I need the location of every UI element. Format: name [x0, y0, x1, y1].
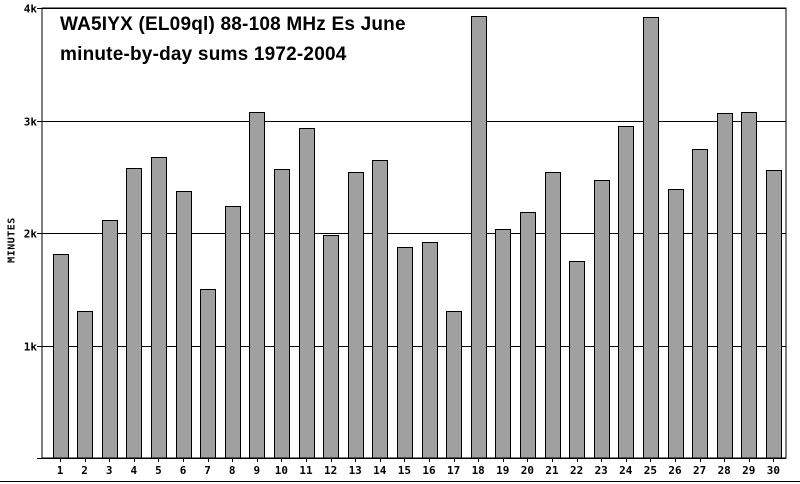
x-tick-label: 1	[57, 464, 64, 477]
x-tick-label: 21	[545, 464, 559, 477]
bar	[717, 113, 733, 459]
x-tick-label: 17	[447, 464, 460, 477]
x-tick-label: 20	[521, 464, 534, 477]
bar	[299, 128, 315, 459]
bar	[618, 126, 634, 459]
x-tick-label: 19	[496, 464, 509, 477]
bar	[520, 212, 536, 459]
x-tick-label: 14	[373, 464, 387, 477]
y-tick-label: 4k	[24, 3, 38, 16]
x-tick-label: 29	[742, 464, 755, 477]
x-tick-label: 24	[619, 464, 633, 477]
y-tick-label: 1k	[24, 341, 38, 354]
x-tick-label: 27	[693, 464, 706, 477]
bar	[323, 235, 339, 459]
x-tick-label: 3	[106, 464, 113, 477]
chart-subtitle: minute-by-day sums 1972-2004	[60, 44, 347, 65]
x-tick-label: 11	[299, 464, 313, 477]
x-tick-label: 10	[275, 464, 288, 477]
bar	[446, 311, 462, 459]
bar-layer	[53, 16, 782, 459]
x-tick-label: 25	[644, 464, 657, 477]
bar	[151, 157, 167, 459]
x-tick-label: 5	[155, 464, 162, 477]
bar	[348, 172, 364, 459]
bar	[372, 160, 388, 459]
bar	[471, 16, 487, 459]
x-tick-label: 22	[570, 464, 583, 477]
bar	[692, 149, 708, 459]
x-tick-label: 12	[324, 464, 337, 477]
x-tick-label: 15	[398, 464, 411, 477]
bar	[200, 289, 216, 459]
bar	[225, 206, 241, 459]
x-tick-label: 13	[349, 464, 362, 477]
x-tick-label: 28	[718, 464, 731, 477]
y-tick-label: 2k	[24, 228, 38, 241]
x-tick-label: 4	[130, 464, 137, 477]
bar	[102, 220, 118, 459]
bar	[274, 169, 290, 459]
x-tick-label: 26	[668, 464, 682, 477]
x-tick-label: 16	[422, 464, 436, 477]
bar	[545, 172, 561, 459]
x-tick-label: 9	[253, 464, 260, 477]
bar	[53, 254, 69, 459]
bar	[126, 168, 142, 459]
bar	[766, 170, 782, 459]
x-tick-label: 7	[204, 464, 211, 477]
x-tick-label: 6	[180, 464, 187, 477]
chart-title: WA5IYX (EL09ql) 88-108 MHz Es June	[60, 14, 406, 35]
bar	[77, 311, 93, 459]
y-tick-label: 3k	[24, 116, 38, 129]
bar	[495, 229, 511, 459]
x-tick-label: 2	[81, 464, 88, 477]
bar	[249, 112, 265, 459]
bar	[569, 261, 585, 459]
x-tick-label: 23	[595, 464, 608, 477]
x-tick-label: 30	[767, 464, 780, 477]
bar	[422, 242, 438, 459]
y-axis-label: MINUTES	[6, 217, 18, 263]
bar	[668, 189, 684, 459]
x-tick-label: 18	[472, 464, 485, 477]
bar	[741, 112, 757, 459]
bar	[176, 191, 192, 459]
bar	[594, 180, 610, 459]
x-tick-label: 8	[229, 464, 236, 477]
bar	[397, 247, 413, 459]
bar	[643, 17, 659, 459]
